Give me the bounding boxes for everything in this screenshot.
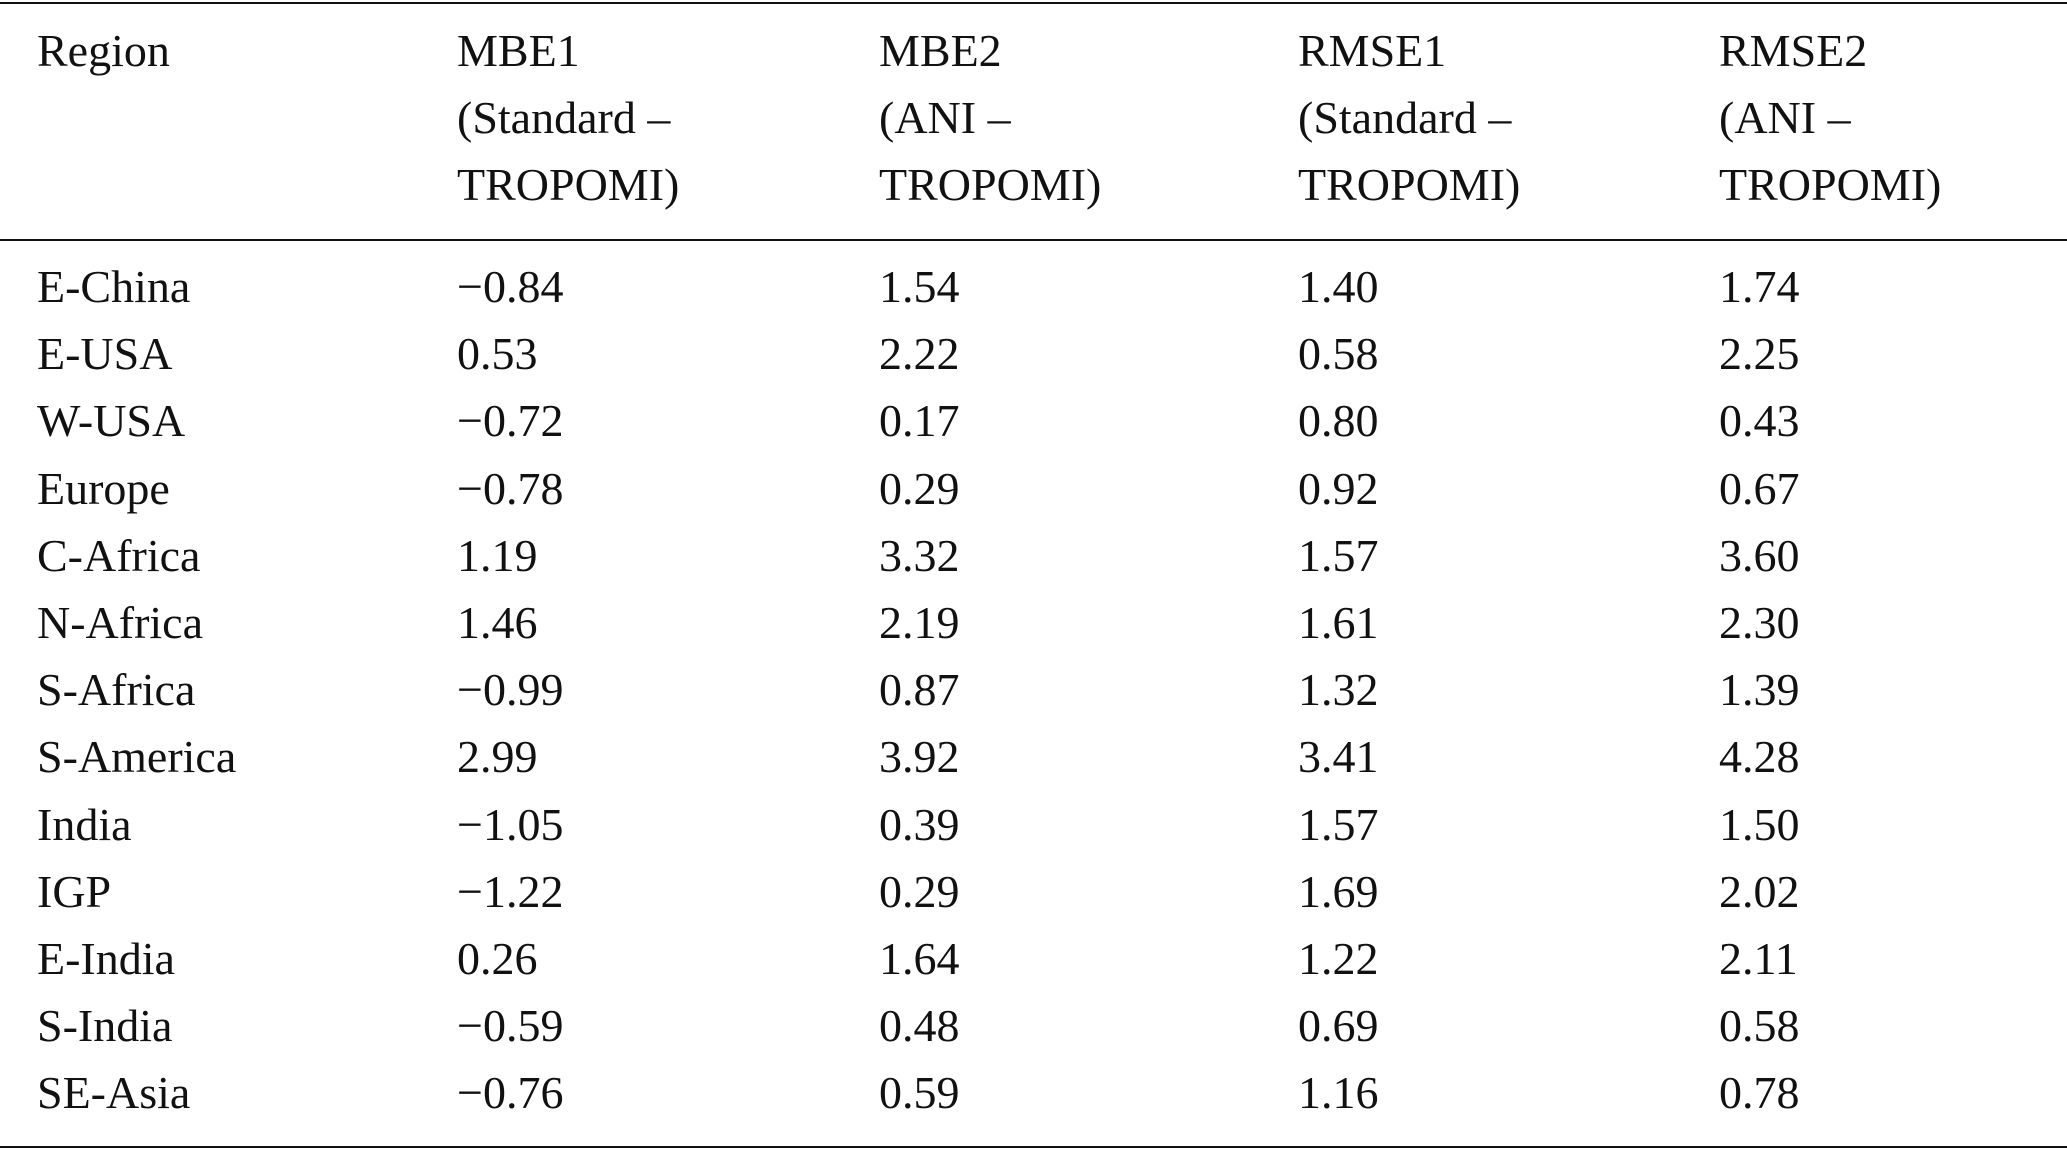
region-cell: E-China	[37, 261, 191, 312]
value-cell: 1.22	[1298, 933, 1379, 984]
region-cell: Europe	[37, 462, 170, 514]
value-cell: 1.16	[1298, 1067, 1379, 1119]
header-cell: MBE1	[457, 25, 580, 76]
header-cell: RMSE1	[1298, 25, 1447, 76]
value-cell: 0.69	[1298, 1000, 1379, 1052]
value-cell: 3.92	[879, 731, 960, 783]
value-cell: 0.26	[457, 933, 538, 984]
header-cell: (Standard –	[1298, 92, 1512, 143]
bottom-rule	[0, 1146, 2067, 1148]
value-cell: 2.11	[1719, 933, 1798, 984]
header-cell: TROPOMI)	[879, 159, 1102, 210]
value-cell: 1.54	[879, 261, 960, 312]
value-cell: 0.59	[879, 1067, 960, 1119]
value-cell: 1.57	[1298, 798, 1379, 850]
value-cell: 0.92	[1298, 462, 1379, 514]
header-cell: TROPOMI)	[1719, 159, 1942, 210]
top-rule	[0, 2, 2067, 4]
region-cell: S-Africa	[37, 664, 196, 716]
region-cell: W-USA	[37, 395, 186, 447]
value-cell: 1.46	[457, 597, 538, 648]
value-cell: 3.32	[879, 529, 960, 581]
value-cell: 0.43	[1719, 395, 1800, 447]
value-cell: 0.78	[1719, 1067, 1800, 1119]
value-cell: −0.78	[457, 462, 564, 514]
region-cell: SE-Asia	[37, 1067, 191, 1119]
value-cell: 1.50	[1719, 798, 1800, 850]
header-cell: MBE2	[879, 25, 1002, 76]
value-cell: −0.99	[457, 664, 564, 716]
header-cell: (Standard –	[457, 92, 671, 143]
value-cell: 1.19	[457, 529, 538, 581]
value-cell: 3.41	[1298, 731, 1379, 783]
header-cell: (ANI –	[879, 92, 1011, 143]
value-cell: 1.57	[1298, 529, 1379, 581]
value-cell: −0.72	[457, 395, 564, 447]
value-cell: 2.30	[1719, 597, 1800, 648]
header-cell: Region	[37, 25, 170, 76]
value-cell: 0.29	[879, 462, 960, 514]
header-rule	[0, 239, 2067, 241]
value-cell: 0.39	[879, 798, 960, 850]
value-cell: 1.32	[1298, 664, 1379, 716]
value-cell: 1.69	[1298, 865, 1379, 917]
value-cell: −0.59	[457, 1000, 564, 1052]
value-cell: −1.22	[457, 865, 564, 917]
value-cell: 0.80	[1298, 395, 1379, 447]
value-cell: 2.25	[1719, 328, 1800, 380]
value-cell: −0.84	[457, 261, 564, 312]
region-cell: IGP	[37, 865, 112, 917]
value-cell: 4.28	[1719, 731, 1800, 783]
value-cell: 2.99	[457, 731, 538, 783]
value-cell: 0.87	[879, 664, 960, 716]
value-cell: 0.53	[457, 328, 538, 380]
value-cell: 0.58	[1298, 328, 1379, 380]
value-cell: 2.22	[879, 328, 960, 380]
value-cell: 0.67	[1719, 462, 1800, 514]
value-cell: 0.48	[879, 1000, 960, 1052]
region-cell: E-India	[37, 933, 175, 984]
value-cell: 1.64	[879, 933, 960, 984]
region-cell: C-Africa	[37, 529, 201, 581]
region-cell: N-Africa	[37, 597, 204, 648]
value-cell: −0.76	[457, 1067, 564, 1119]
value-cell: 1.40	[1298, 261, 1379, 312]
value-cell: 0.58	[1719, 1000, 1800, 1052]
region-cell: S-America	[37, 731, 237, 783]
region-cell: S-India	[37, 1000, 173, 1052]
value-cell: 3.60	[1719, 529, 1800, 581]
header-cell: TROPOMI)	[457, 159, 680, 210]
value-cell: 2.19	[879, 597, 960, 648]
header-cell: RMSE2	[1719, 25, 1868, 76]
value-cell: 1.61	[1298, 597, 1379, 648]
value-cell: 1.74	[1719, 261, 1800, 312]
value-cell: 0.29	[879, 865, 960, 917]
value-cell: 0.17	[879, 395, 960, 447]
header-cell: TROPOMI)	[1298, 159, 1521, 210]
value-cell: 1.39	[1719, 664, 1800, 716]
value-cell: −1.05	[457, 798, 564, 850]
region-cell: E-USA	[37, 328, 173, 380]
region-cell: India	[37, 798, 132, 850]
value-cell: 2.02	[1719, 865, 1800, 917]
header-cell: (ANI –	[1719, 92, 1851, 143]
